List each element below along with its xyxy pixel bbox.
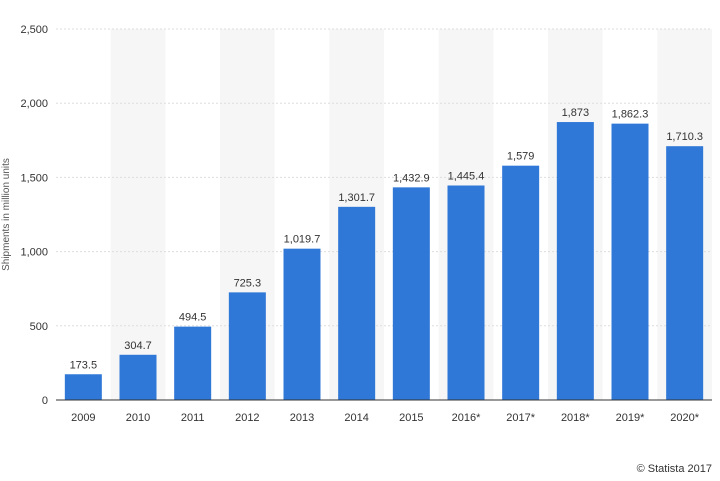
x-tick-label: 2015 <box>399 412 423 424</box>
bar-2019* <box>611 123 649 401</box>
data-label: 494.5 <box>179 312 207 324</box>
bar-2014 <box>338 206 376 400</box>
data-label: 1,862.3 <box>612 109 649 121</box>
x-tick-label: 2011 <box>181 412 205 424</box>
data-label: 1,710.3 <box>666 131 703 143</box>
x-tick-label: 2013 <box>290 412 314 424</box>
x-tick-label: 2012 <box>235 412 259 424</box>
data-labels: 173.5 304.7 494.5 725.3 1,019.7 1,301.7 1,432.… <box>70 107 703 371</box>
data-label: 304.7 <box>124 340 152 352</box>
data-label: 1,301.7 <box>338 192 375 204</box>
bar-2018* <box>556 122 594 400</box>
bar-2010 <box>119 354 157 400</box>
bar-2017* <box>502 165 540 400</box>
x-axis-ticks: 2009 2010 2011 2012 2013 2014 2015 2016* 2017* 20… <box>71 412 700 424</box>
x-tick-label: 2009 <box>71 412 95 424</box>
data-label: 1,873 <box>562 107 590 119</box>
x-tick-label: 2019* <box>616 412 645 424</box>
data-label: 173.5 <box>70 359 98 371</box>
data-label: 725.3 <box>234 277 262 289</box>
y-tick-label: 0 <box>42 395 48 407</box>
bar-2020* <box>666 146 704 400</box>
x-tick-label: 2010 <box>126 412 150 424</box>
y-tick-label: 1,000 <box>20 247 48 259</box>
x-tick-label: 2018* <box>561 412 590 424</box>
y-tick-label: 2,500 <box>20 24 48 36</box>
bar-2011 <box>174 326 212 400</box>
bar-2009 <box>64 374 102 400</box>
band-1 <box>110 29 166 400</box>
y-axis-ticks: 0 500 1,000 1,500 2,000 2,500 <box>20 24 48 407</box>
statista-credit[interactable]: © Statista 2017 <box>636 463 712 475</box>
bar-2012 <box>228 292 266 400</box>
data-label: 1,432.9 <box>393 172 430 184</box>
x-tick-label: 2016* <box>452 412 481 424</box>
gridlines <box>56 28 712 327</box>
y-tick-label: 500 <box>30 321 48 333</box>
bar-2015 <box>392 187 430 400</box>
x-tick-label: 2017* <box>506 412 535 424</box>
data-label: 1,579 <box>507 151 535 163</box>
data-label: 1,445.4 <box>448 171 485 183</box>
bars <box>64 122 704 401</box>
bar-2013 <box>283 248 321 400</box>
y-axis-title: Shipments in million units <box>1 158 12 271</box>
bar-2016* <box>447 185 485 400</box>
data-label: 1,019.7 <box>284 234 321 246</box>
y-tick-label: 1,500 <box>20 172 48 184</box>
x-tick-label: 2020* <box>670 412 699 424</box>
x-tick-label: 2014 <box>344 412 368 424</box>
y-tick-label: 2,000 <box>20 98 48 110</box>
